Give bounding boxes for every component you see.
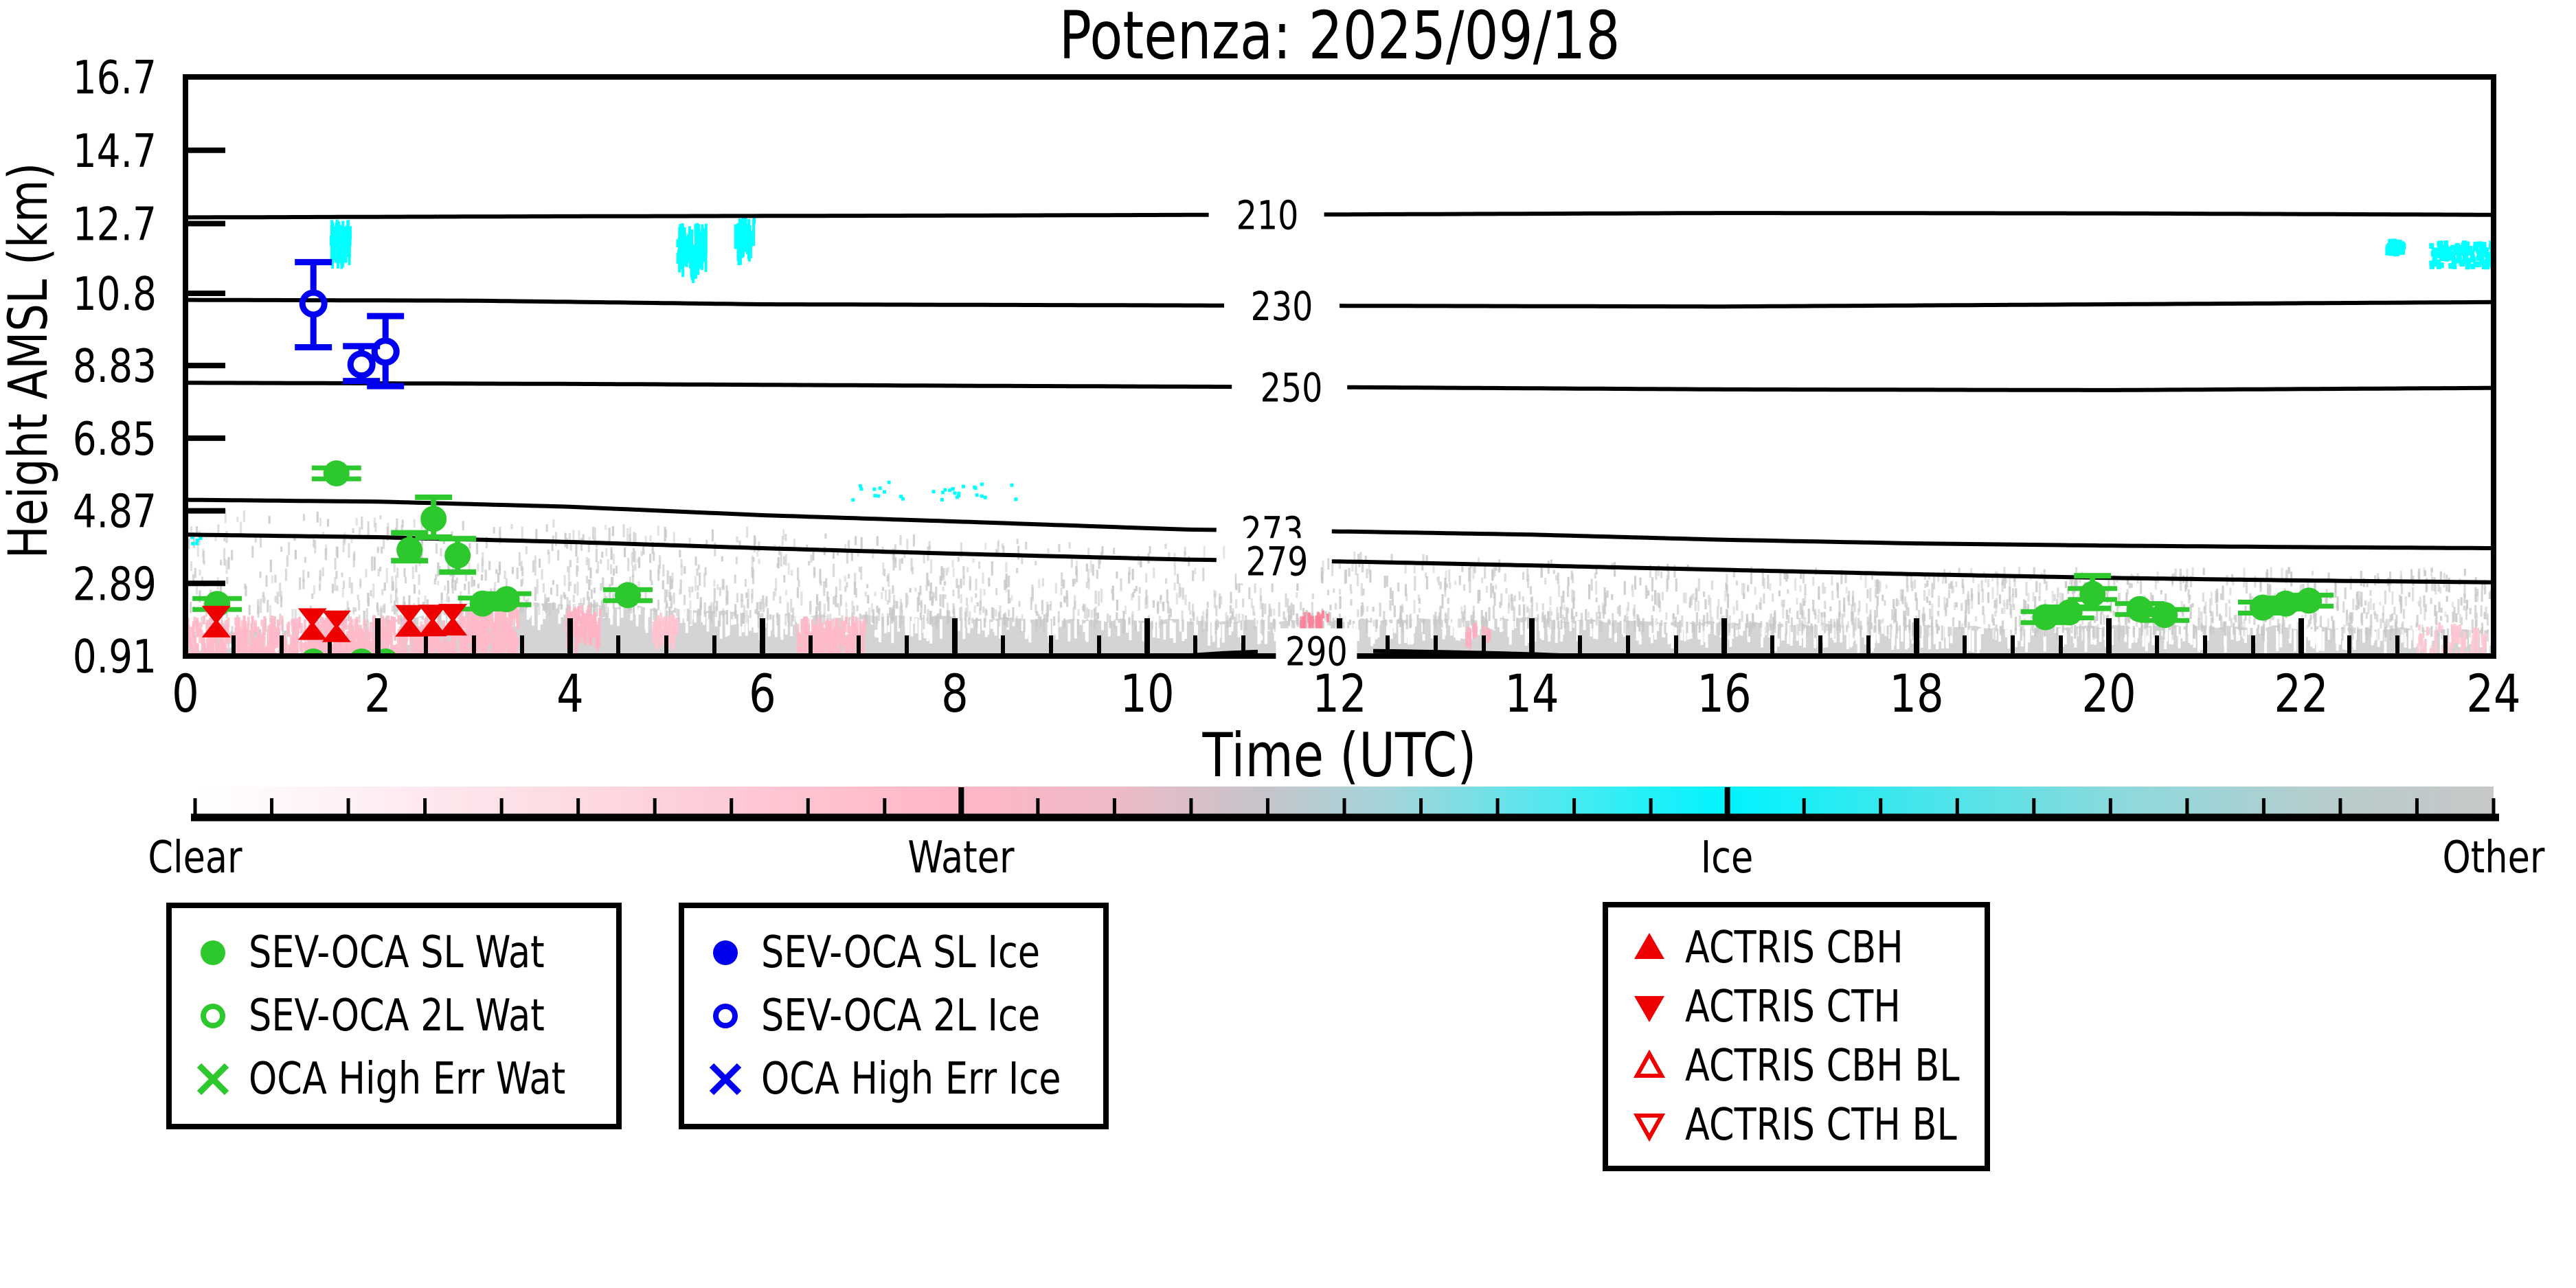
tick-labels: 0 2 4 6 8 10 12 14 16 18 20 22 2416.714.712.710.88.8… (73, 52, 2521, 725)
x-axis-label: Time (UTC) (1202, 720, 1477, 791)
legend-item-label: OCA High Err Wat (249, 1054, 566, 1105)
filled-circle-icon (702, 929, 749, 976)
legend-item: ACTRIS CBH (1626, 923, 1978, 973)
triangle-up-icon (1626, 925, 1673, 971)
colorbar-label-other: Other (2442, 833, 2545, 883)
legend-item: ACTRIS CBH BL (1626, 1041, 1978, 1092)
open-circle-icon (702, 993, 749, 1039)
x-cross-icon (702, 1056, 749, 1103)
triangle-down-icon (1626, 984, 1673, 1030)
legend-ice: SEV-OCA SL Ice SEV-OCA 2L Ice OCA High E… (679, 903, 1109, 1129)
open-circle-icon (190, 993, 236, 1039)
legend-item-label: ACTRIS CBH (1685, 923, 1903, 973)
legend-item-label: SEV-OCA SL Ice (761, 927, 1041, 978)
legend-item: SEV-OCA SL Ice (702, 927, 1096, 978)
legend-item: SEV-OCA 2L Ice (702, 991, 1096, 1041)
colorbar-label-clear: Clear (148, 833, 242, 883)
colorbar-label-water: Water (907, 833, 1015, 883)
chart-title: Potenza: 2025/09/18 (1059, 0, 1620, 74)
legend-water: SEV-OCA SL Wat SEV-OCA 2L Wat OCA High E… (166, 903, 622, 1129)
colorbar-label-ice: Ice (1700, 833, 1754, 883)
y-axis-label: Height AMSL (km) (0, 162, 60, 559)
axes (183, 74, 2496, 659)
triangle-up-open-icon (1626, 1043, 1673, 1089)
legend-item: OCA High Err Wat (190, 1054, 609, 1105)
x-cross-icon (190, 1056, 236, 1103)
legend-item: SEV-OCA SL Wat (190, 927, 609, 978)
filled-circle-icon (190, 929, 236, 976)
legend-item-label: SEV-OCA 2L Ice (761, 991, 1041, 1041)
legend-item-label: ACTRIS CTH BL (1685, 1100, 1957, 1151)
colorbar (191, 787, 2499, 822)
legend-item-label: SEV-OCA SL Wat (249, 927, 545, 978)
data-markers (192, 259, 2334, 642)
legend-item: OCA High Err Ice (702, 1054, 1096, 1105)
legend-item-label: ACTRIS CTH (1685, 982, 1901, 1032)
legend-item: ACTRIS CTH BL (1626, 1100, 1978, 1151)
legend-item-label: OCA High Err Ice (761, 1054, 1061, 1105)
legend-item-label: SEV-OCA 2L Wat (249, 991, 545, 1041)
isotherm-lines (185, 211, 2494, 658)
legend-actris: ACTRIS CBH ACTRIS CTH ACTRIS CBH BL ACTR… (1603, 902, 1990, 1171)
legend-item: ACTRIS CTH (1626, 982, 1978, 1032)
legend-item-label: ACTRIS CBH BL (1685, 1041, 1960, 1092)
triangle-down-open-icon (1626, 1102, 1673, 1149)
legend-item: SEV-OCA 2L Wat (190, 991, 609, 1041)
